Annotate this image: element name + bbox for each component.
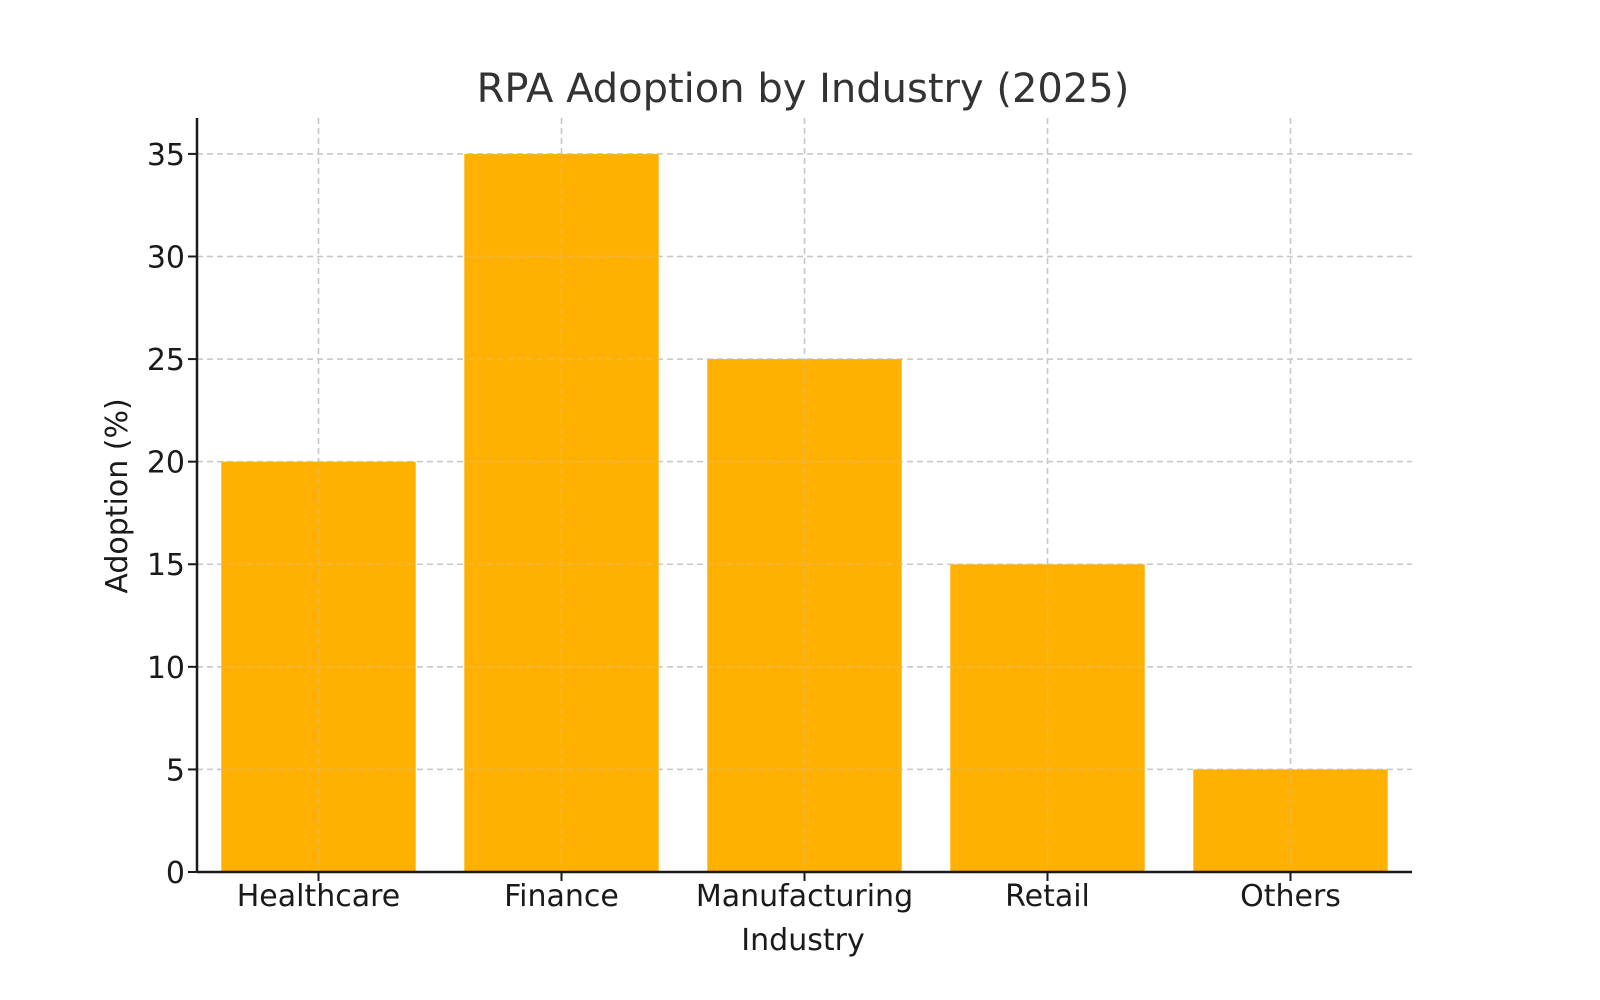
bar-others: [1193, 769, 1388, 872]
x-tick-label: Manufacturing: [696, 879, 913, 914]
x-tick-label: Finance: [504, 879, 619, 914]
bar-retail: [950, 564, 1145, 872]
bar-finance: [464, 153, 659, 872]
y-axis-label: Adoption (%): [100, 398, 135, 593]
bar-healthcare: [221, 461, 416, 872]
y-tick-label: 20: [147, 446, 185, 481]
grid-overlay: [197, 118, 1412, 872]
y-tick-label: 15: [147, 548, 185, 583]
y-tick-label: 5: [166, 753, 185, 788]
x-tick-label: Healthcare: [237, 879, 401, 914]
x-tick-label: Retail: [1005, 879, 1090, 914]
y-tick-label: 35: [147, 138, 185, 173]
y-tick-label: 30: [147, 240, 185, 275]
chart-title: RPA Adoption by Industry (2025): [477, 66, 1130, 112]
x-axis-label: Industry: [741, 923, 864, 958]
y-tick-label: 10: [147, 651, 185, 686]
bar-manufacturing: [707, 359, 902, 872]
x-tick-label: Others: [1240, 879, 1341, 914]
ticks: 0 5 10 15 20 25 30 35 Healthcare Finance Manufactu…: [147, 138, 1341, 914]
y-tick-label: 25: [147, 343, 185, 378]
y-tick-label: 0: [166, 856, 185, 891]
bars: [221, 153, 1388, 872]
